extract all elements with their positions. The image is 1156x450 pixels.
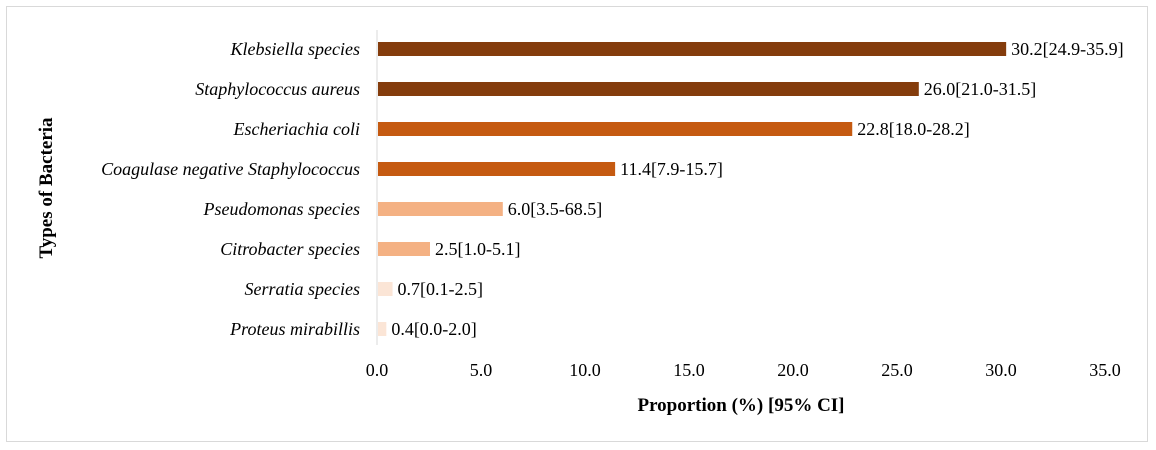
data-label: 26.0[21.0-31.5]	[924, 79, 1036, 99]
category-label: Citrobacter species	[220, 239, 360, 259]
category-label: Coagulase negative Staphylococcus	[101, 159, 360, 179]
x-tick-label: 35.0	[1089, 360, 1121, 380]
x-tick-label: 10.0	[569, 360, 601, 380]
bar	[378, 122, 853, 136]
chart-frame	[6, 6, 1148, 442]
bar	[378, 322, 387, 336]
category-label: Pseudomonas species	[203, 199, 360, 219]
x-tick-label: 0.0	[366, 360, 389, 380]
bar	[378, 42, 1007, 56]
data-label: 0.4[0.0-2.0]	[391, 319, 476, 339]
category-label: Staphylococcus aureus	[195, 79, 360, 99]
plot-area: Klebsiella species 30.2[24.9-35.9] Staphyl…	[101, 30, 1124, 380]
bar	[378, 82, 919, 96]
category-label: Serratia species	[245, 279, 360, 299]
data-label: 6.0[3.5-68.5]	[508, 199, 602, 219]
x-tick-label: 20.0	[777, 360, 809, 380]
data-label: 0.7[0.1-2.5]	[398, 279, 483, 299]
category-label: Escheriachia coli	[233, 119, 360, 139]
x-tick-label: 30.0	[985, 360, 1017, 380]
bar	[378, 162, 616, 176]
data-label: 2.5[1.0-5.1]	[435, 239, 520, 259]
category-label: Proteus mirabillis	[229, 319, 360, 339]
bar	[378, 282, 393, 296]
x-tick-label: 15.0	[673, 360, 705, 380]
category-label: Klebsiella species	[230, 39, 360, 59]
data-label: 22.8[18.0-28.2]	[857, 119, 969, 139]
data-label: 11.4[7.9-15.7]	[620, 159, 723, 179]
x-tick-label: 25.0	[881, 360, 913, 380]
data-label: 30.2[24.9-35.9]	[1011, 39, 1123, 59]
y-axis-title: Types of Bacteria	[36, 117, 57, 259]
bar	[378, 242, 430, 256]
x-tick-label: 5.0	[470, 360, 493, 380]
bar	[378, 202, 503, 216]
x-axis-title: Proportion (%) [95% CI]	[637, 395, 844, 416]
